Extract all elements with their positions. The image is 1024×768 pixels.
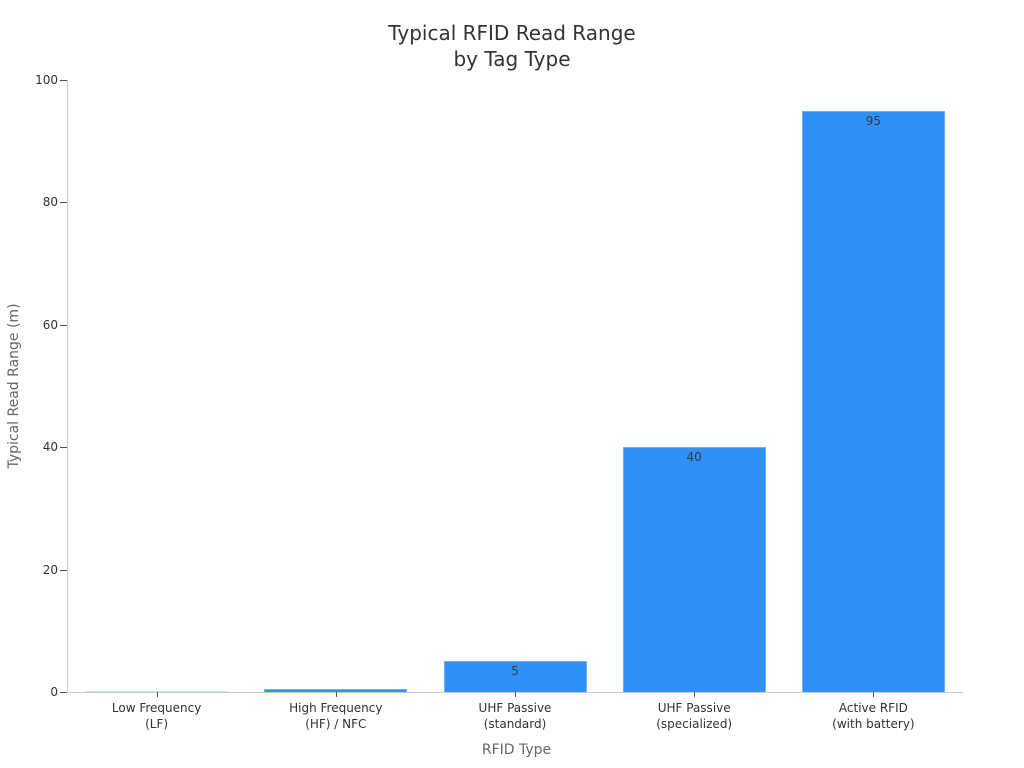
bar-value-label: 95 (865, 113, 882, 128)
bar (622, 447, 766, 692)
y-tick (60, 325, 67, 326)
y-tick-label: 60 (42, 318, 58, 332)
x-tick-label: UHF Passive (specialized) (656, 701, 733, 731)
x-tick (157, 692, 158, 697)
bar (801, 110, 945, 692)
y-tick-label: 80 (42, 195, 58, 209)
x-tick (336, 692, 337, 697)
x-tick-label: UHF Passive (standard) (478, 701, 552, 731)
y-tick (60, 202, 67, 203)
x-tick (873, 692, 874, 697)
x-tick (515, 692, 516, 697)
y-tick-label: 40 (42, 440, 58, 454)
y-tick (60, 80, 67, 81)
bar (85, 690, 229, 692)
bar-value-label: 5 (511, 664, 519, 679)
chart-title-line-1: Typical RFID Read Range (388, 21, 636, 45)
x-tick (694, 692, 695, 697)
x-tick-label: High Frequency (HF) / NFC (289, 701, 383, 731)
y-tick (60, 570, 67, 571)
y-axis-line (67, 80, 68, 693)
y-tick-label: 100 (35, 73, 58, 87)
chart-title: Typical RFID Read Range by Tag Type (0, 20, 1024, 72)
x-tick-label: Low Frequency (LF) (111, 701, 202, 731)
bar-value-label: 40 (686, 450, 702, 465)
x-tick-label: Active RFID (with battery) (832, 701, 915, 731)
y-tick (60, 692, 67, 693)
x-axis-label: RFID Type (481, 742, 552, 758)
y-tick-label: 0 (50, 685, 58, 699)
bar (443, 661, 587, 692)
y-tick (60, 447, 67, 448)
bar (264, 688, 408, 692)
chart-title-line-2: by Tag Type (453, 47, 571, 71)
y-tick-label: 20 (42, 563, 58, 577)
